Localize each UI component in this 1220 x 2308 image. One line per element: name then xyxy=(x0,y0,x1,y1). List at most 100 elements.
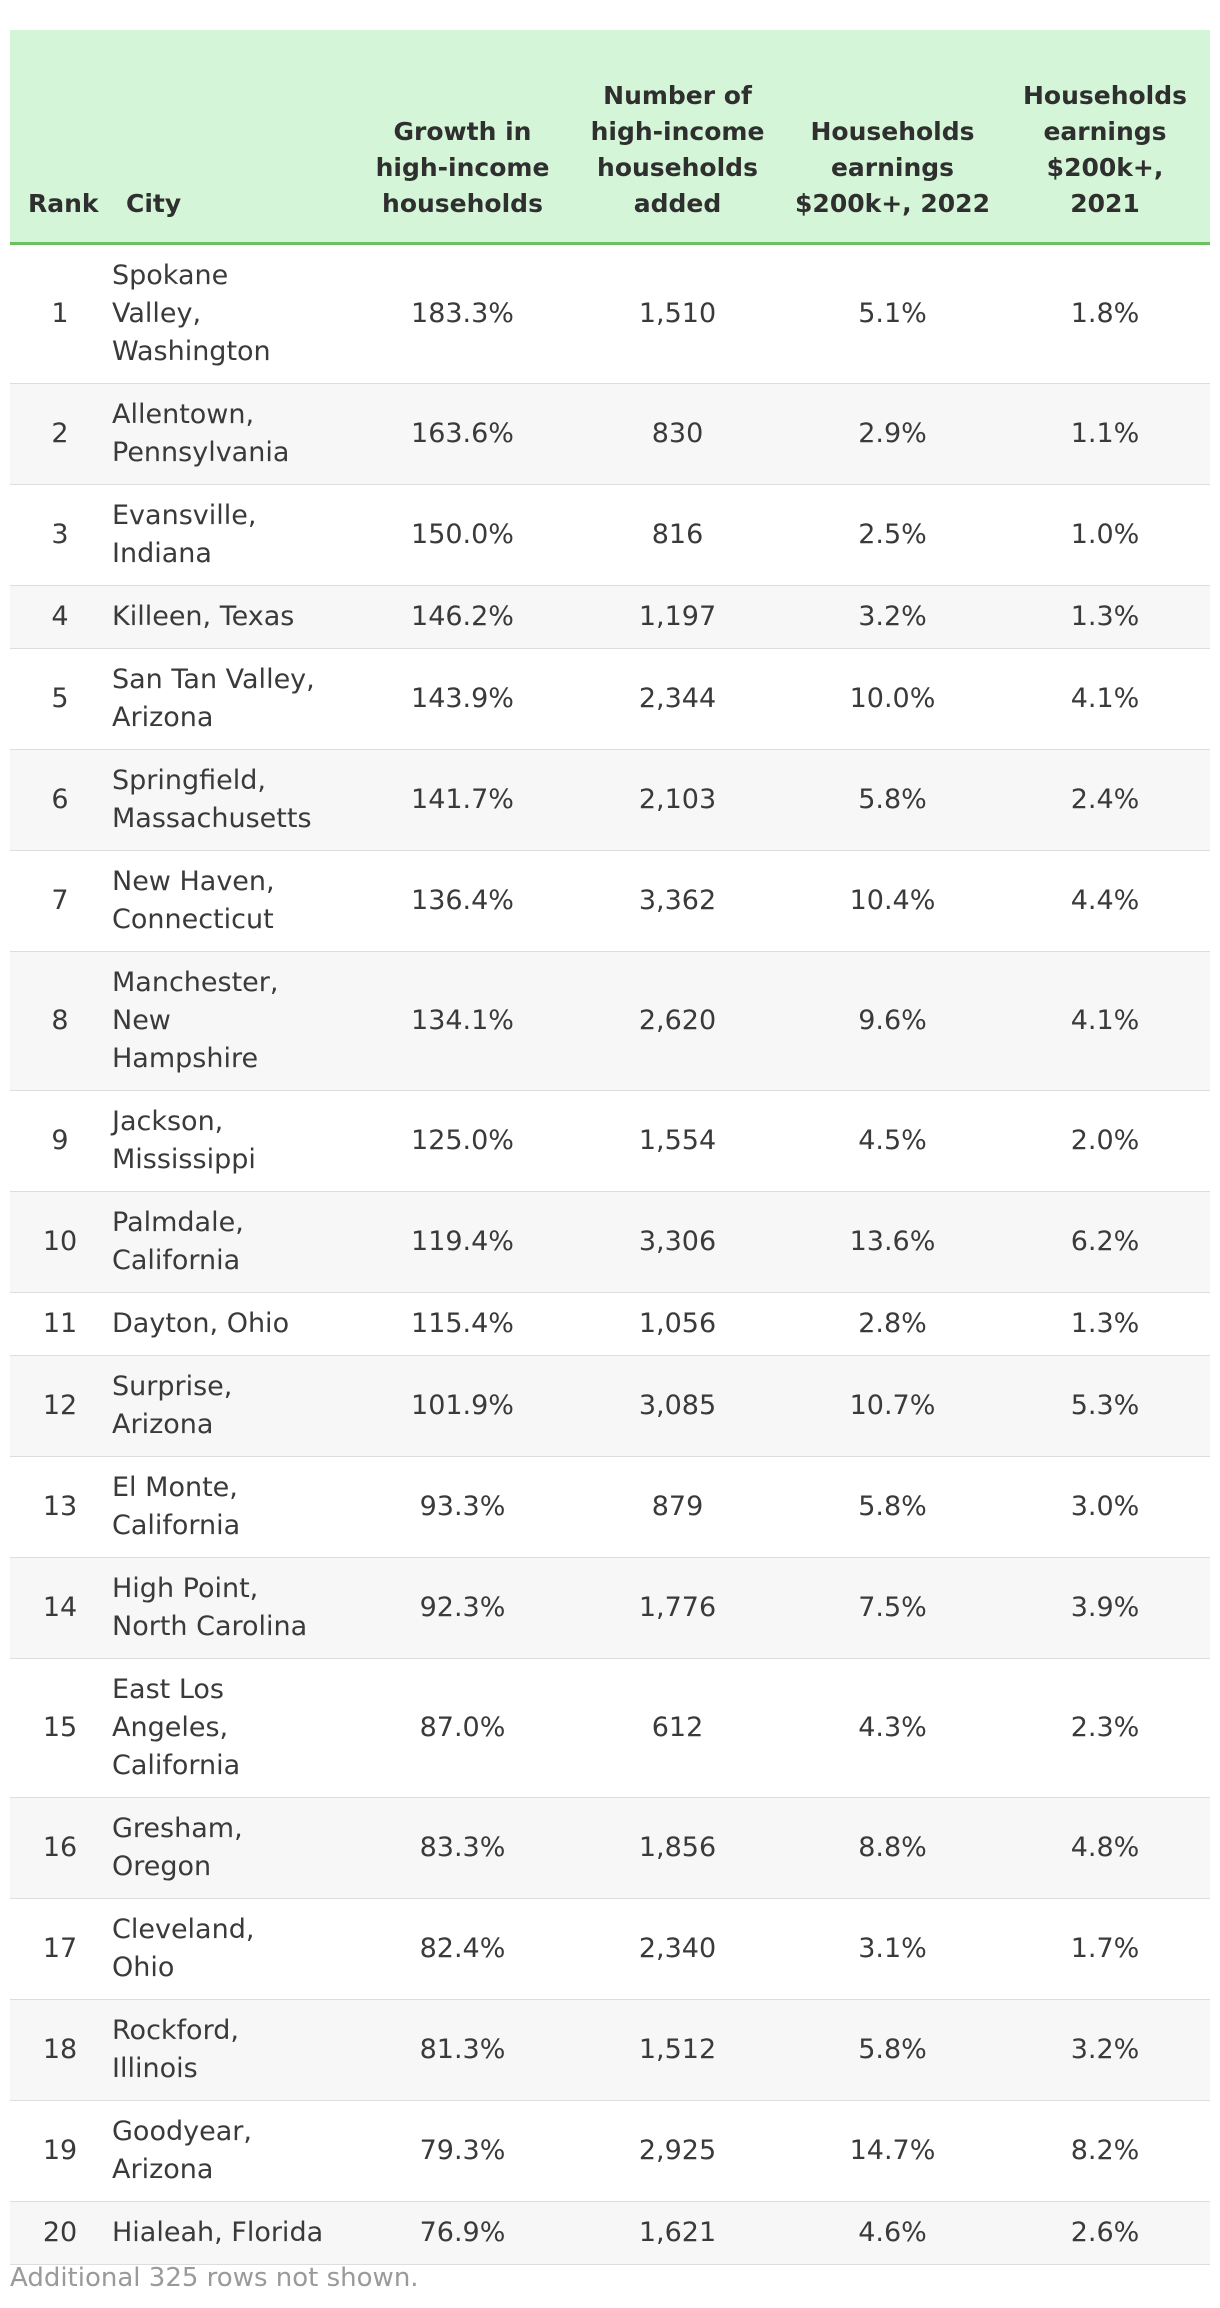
cell-earnings-2022: 4.5% xyxy=(785,1090,1000,1192)
table-body: 1 Spokane Valley, Washington 183.3% 1,510 5.… xyxy=(10,243,1210,2265)
cell-earnings-2021: 1.8% xyxy=(1000,243,1210,384)
header-rank[interactable]: Rank xyxy=(10,30,110,245)
cell-rank: 5 xyxy=(10,648,110,750)
cell-earnings-2022: 13.6% xyxy=(785,1191,1000,1293)
table-row: 10 Palmdale, California 119.4% 3,306 13.6% 6.… xyxy=(10,1191,1210,1293)
cell-growth: 93.3% xyxy=(355,1456,570,1558)
table-row: 7 New Haven, Connecticut 136.4% 3,362 10.4% 4… xyxy=(10,850,1210,952)
cell-earnings-2021: 5.3% xyxy=(1000,1355,1210,1457)
table-row: 6 Springfield, Massachusetts 141.7% 2,103 5.… xyxy=(10,749,1210,851)
header-households-added[interactable]: Number of high-income households added xyxy=(570,30,785,245)
cell-rank: 20 xyxy=(10,2201,110,2265)
header-earnings-2022[interactable]: Households earnings $200k+, 2022 xyxy=(785,30,1000,245)
cell-rank: 17 xyxy=(10,1898,110,2000)
cell-city: Springfield, Massachusetts xyxy=(110,749,355,851)
cell-earnings-2021: 1.1% xyxy=(1000,383,1210,485)
cell-households-added: 1,197 xyxy=(570,585,785,649)
cell-rank: 8 xyxy=(10,951,110,1091)
table-row: 17 Cleveland, Ohio 82.4% 2,340 3.1% 1.7% xyxy=(10,1898,1210,2000)
table-row: 14 High Point, North Carolina 92.3% 1,776 7.… xyxy=(10,1557,1210,1659)
cell-rank: 18 xyxy=(10,1999,110,2101)
cell-city: Spokane Valley, Washington xyxy=(110,243,355,384)
cell-earnings-2021: 4.8% xyxy=(1000,1797,1210,1899)
cell-growth: 79.3% xyxy=(355,2100,570,2202)
cell-earnings-2021: 1.7% xyxy=(1000,1898,1210,2000)
cell-earnings-2022: 7.5% xyxy=(785,1557,1000,1659)
cell-earnings-2022: 4.3% xyxy=(785,1658,1000,1798)
cell-city: Hialeah, Florida xyxy=(110,2201,355,2265)
cell-households-added: 816 xyxy=(570,484,785,586)
cell-city: Evansville, Indiana xyxy=(110,484,355,586)
cell-rank: 6 xyxy=(10,749,110,851)
cell-households-added: 1,510 xyxy=(570,243,785,384)
cell-households-added: 1,776 xyxy=(570,1557,785,1659)
cell-growth: 81.3% xyxy=(355,1999,570,2101)
cell-earnings-2021: 4.1% xyxy=(1000,951,1210,1091)
cell-city: Goodyear, Arizona xyxy=(110,2100,355,2202)
table-header: Rank City Growth in high-income househol… xyxy=(10,30,1210,245)
cell-growth: 115.4% xyxy=(355,1292,570,1356)
cell-growth: 143.9% xyxy=(355,648,570,750)
cell-rank: 4 xyxy=(10,585,110,649)
cell-growth: 134.1% xyxy=(355,951,570,1091)
cell-growth: 125.0% xyxy=(355,1090,570,1192)
cell-earnings-2021: 4.1% xyxy=(1000,648,1210,750)
cell-households-added: 2,103 xyxy=(570,749,785,851)
table-header-row: Rank City Growth in high-income househol… xyxy=(10,30,1210,245)
cell-households-added: 1,512 xyxy=(570,1999,785,2101)
cell-households-added: 1,621 xyxy=(570,2201,785,2265)
header-earnings-2021[interactable]: Households earnings $200k+, 2021 xyxy=(1000,30,1210,245)
cell-earnings-2022: 10.7% xyxy=(785,1355,1000,1457)
cell-city: Manchester, New Hampshire xyxy=(110,951,355,1091)
cell-growth: 183.3% xyxy=(355,243,570,384)
table-row: 1 Spokane Valley, Washington 183.3% 1,510 5.… xyxy=(10,243,1210,384)
header-growth[interactable]: Growth in high-income households xyxy=(355,30,570,245)
table-row: 18 Rockford, Illinois 81.3% 1,512 5.8% 3.2% xyxy=(10,1999,1210,2101)
cell-households-added: 3,306 xyxy=(570,1191,785,1293)
table-row: 9 Jackson, Mississippi 125.0% 1,554 4.5% 2.0% xyxy=(10,1090,1210,1192)
cell-earnings-2022: 5.8% xyxy=(785,749,1000,851)
cell-earnings-2021: 3.2% xyxy=(1000,1999,1210,2101)
rows-not-shown-note: Additional 325 rows not shown. xyxy=(10,2263,419,2293)
cell-earnings-2022: 5.1% xyxy=(785,243,1000,384)
cell-rank: 1 xyxy=(10,243,110,384)
cell-city: Dayton, Ohio xyxy=(110,1292,355,1356)
cell-households-added: 2,620 xyxy=(570,951,785,1091)
table-row: 20 Hialeah, Florida 76.9% 1,621 4.6% 2.6% xyxy=(10,2201,1210,2265)
cell-earnings-2021: 1.3% xyxy=(1000,1292,1210,1356)
cell-households-added: 3,362 xyxy=(570,850,785,952)
cell-rank: 9 xyxy=(10,1090,110,1192)
table-row: 2 Allentown, Pennsylvania 163.6% 830 2.9% 1.1… xyxy=(10,383,1210,485)
cell-rank: 2 xyxy=(10,383,110,485)
data-table-container: Rank City Growth in high-income househol… xyxy=(10,30,1210,2265)
table-row: 15 East Los Angeles, California 87.0% 612 4.… xyxy=(10,1658,1210,1798)
cell-city: El Monte, California xyxy=(110,1456,355,1558)
cell-city: Killeen, Texas xyxy=(110,585,355,649)
header-city[interactable]: City xyxy=(110,30,355,245)
cell-households-added: 2,340 xyxy=(570,1898,785,2000)
cell-city: Rockford, Illinois xyxy=(110,1999,355,2101)
cell-rank: 16 xyxy=(10,1797,110,1899)
cell-households-added: 612 xyxy=(570,1658,785,1798)
cell-earnings-2022: 2.5% xyxy=(785,484,1000,586)
cell-city: San Tan Valley, Arizona xyxy=(110,648,355,750)
cell-earnings-2021: 2.4% xyxy=(1000,749,1210,851)
cell-growth: 82.4% xyxy=(355,1898,570,2000)
cell-earnings-2022: 3.2% xyxy=(785,585,1000,649)
cell-city: Surprise, Arizona xyxy=(110,1355,355,1457)
table-row: 13 El Monte, California 93.3% 879 5.8% 3.0% xyxy=(10,1456,1210,1558)
cell-rank: 11 xyxy=(10,1292,110,1356)
cell-growth: 76.9% xyxy=(355,2201,570,2265)
high-income-growth-table: Rank City Growth in high-income househol… xyxy=(10,30,1210,2265)
cell-earnings-2021: 2.0% xyxy=(1000,1090,1210,1192)
cell-city: East Los Angeles, California xyxy=(110,1658,355,1798)
table-row: 16 Gresham, Oregon 83.3% 1,856 8.8% 4.8% xyxy=(10,1797,1210,1899)
cell-growth: 119.4% xyxy=(355,1191,570,1293)
cell-earnings-2021: 8.2% xyxy=(1000,2100,1210,2202)
cell-growth: 83.3% xyxy=(355,1797,570,1899)
cell-earnings-2022: 8.8% xyxy=(785,1797,1000,1899)
cell-earnings-2021: 2.3% xyxy=(1000,1658,1210,1798)
cell-rank: 15 xyxy=(10,1658,110,1798)
cell-households-added: 3,085 xyxy=(570,1355,785,1457)
cell-households-added: 1,856 xyxy=(570,1797,785,1899)
